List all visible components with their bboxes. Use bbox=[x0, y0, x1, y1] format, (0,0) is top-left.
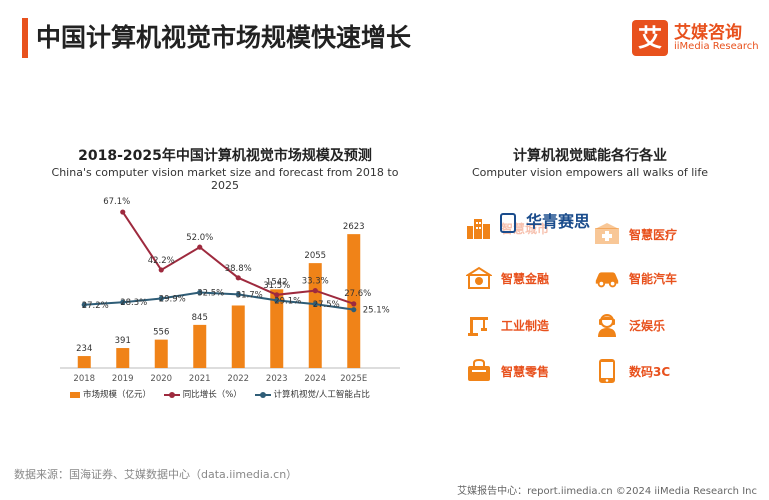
x-tick-label-2018: 2018 bbox=[73, 374, 95, 384]
legend-item-market-size: 市场规模（亿元） bbox=[70, 388, 151, 400]
footer-credit: 艾媒报告中心：report.iimedia.cn ©2024 iiMedia R… bbox=[457, 486, 757, 497]
legend-item-share: 计算机视觉/人工智能占比 bbox=[254, 388, 370, 400]
industry-label: 智慧零售 bbox=[501, 364, 550, 379]
data-source: 数据来源：国海证券、艾媒数据中心（data.iimedia.cn） bbox=[14, 468, 298, 481]
market-size-chart: 234 2018 391 2019 556 2020 845 2021 2022 1542 2023… bbox=[60, 197, 400, 384]
logo-mark: 艾 bbox=[632, 20, 668, 56]
industry-label: 智慧金融 bbox=[501, 271, 550, 286]
growth-label-2025E: 27.6% bbox=[344, 289, 371, 299]
share-label-2023: 29.1% bbox=[274, 296, 301, 306]
car-icon bbox=[593, 264, 621, 292]
bar-2024 bbox=[308, 263, 322, 368]
share-point-2023 bbox=[274, 297, 280, 303]
industry-label: 数码3C bbox=[629, 364, 671, 379]
watermark: 华青赛思 bbox=[500, 208, 590, 233]
bar-2020 bbox=[154, 339, 168, 368]
city-icon bbox=[465, 214, 493, 242]
bar-label-2023: 1542 bbox=[266, 277, 288, 287]
share-line bbox=[84, 291, 354, 311]
share-label-2019: 28.3% bbox=[120, 298, 147, 308]
bar-2022 bbox=[231, 305, 245, 368]
x-tick-label-2021: 2021 bbox=[189, 374, 211, 384]
industry-smart-retail: 智慧零售 bbox=[465, 357, 549, 385]
growth-point-2025E bbox=[351, 301, 357, 307]
chart-subtitle: China's computer vision market size and … bbox=[51, 166, 399, 192]
bar-label-2018: 234 bbox=[76, 344, 92, 354]
bar-label-2024: 2055 bbox=[304, 251, 326, 261]
hospital-icon bbox=[593, 220, 621, 248]
share-point-2018 bbox=[81, 302, 87, 308]
industry-smart-medical: 智慧医疗 bbox=[593, 220, 677, 248]
share-point-2022 bbox=[235, 291, 241, 297]
brand-logo: 艾 艾媒咨询 iiMedia Research bbox=[632, 16, 762, 60]
chart-legend: 市场规模（亿元） 同比增长（%） 计算机视觉/人工智能占比 bbox=[70, 388, 430, 400]
bar-label-2025E: 2623 bbox=[343, 222, 365, 232]
bar-2021 bbox=[193, 324, 207, 368]
x-tick-label-2024: 2024 bbox=[304, 374, 326, 384]
x-tick-label-2023: 2023 bbox=[266, 374, 288, 384]
x-tick-label-2019: 2019 bbox=[112, 374, 134, 384]
x-tick-label-2022: 2022 bbox=[227, 374, 249, 384]
growth-point-2023 bbox=[274, 292, 280, 298]
share-label-2021: 32.5% bbox=[197, 288, 224, 298]
finance-icon bbox=[465, 264, 493, 292]
growth-point-2021 bbox=[197, 244, 203, 250]
industry-label: 工业制造 bbox=[501, 318, 550, 333]
growth-point-2020 bbox=[158, 267, 164, 273]
bar-2018 bbox=[77, 356, 91, 368]
industry-manufacturing: 工业制造 bbox=[465, 311, 549, 339]
industry-label: 泛娱乐 bbox=[629, 318, 666, 333]
share-point-2020 bbox=[158, 295, 164, 302]
growth-point-2022 bbox=[235, 275, 241, 281]
bar-label-2019: 391 bbox=[115, 336, 131, 346]
phone-icon bbox=[593, 357, 621, 385]
share-point-2019 bbox=[120, 299, 126, 305]
factory-icon bbox=[465, 311, 493, 339]
growth-label-2024: 33.3% bbox=[302, 277, 329, 287]
retail-icon bbox=[465, 357, 493, 385]
industry-label: 智慧医疗 bbox=[629, 227, 678, 242]
bar-2025E bbox=[347, 234, 361, 368]
bar-2019 bbox=[116, 348, 130, 368]
x-tick-label-2025E: 2025E bbox=[340, 374, 367, 384]
growth-label-2019: 67.1% bbox=[103, 197, 130, 207]
chart-title: 2018-2025年中国计算机视觉市场规模及预测 bbox=[78, 148, 372, 164]
share-point-2024 bbox=[312, 301, 318, 307]
watermark-icon bbox=[500, 212, 516, 233]
industry-smart-finance: 智慧金融 bbox=[465, 264, 549, 292]
industries-title: 计算机视觉赋能各行各业 bbox=[513, 148, 667, 164]
growth-label-2020: 42.2% bbox=[148, 256, 175, 266]
industry-entertainment: 泛娱乐 bbox=[593, 311, 665, 339]
share-label-2018: 27.2% bbox=[82, 301, 109, 311]
share-point-2025E bbox=[351, 307, 357, 313]
share-label-2025E: 25.1% bbox=[363, 306, 390, 316]
logo-name-cn: 艾媒咨询 bbox=[674, 23, 742, 43]
growth-label-2023: 31.5% bbox=[263, 281, 290, 291]
legend-item-growth: 同比增长（%） bbox=[163, 388, 242, 400]
share-label-2022: 31.7% bbox=[236, 290, 263, 300]
industries-subtitle: Computer vision empowers all walks of li… bbox=[471, 166, 709, 179]
growth-point-2019 bbox=[120, 209, 126, 215]
bar-label-2020: 556 bbox=[153, 328, 169, 338]
title-accent-bar bbox=[22, 18, 28, 58]
bar-label-2021: 845 bbox=[192, 313, 208, 323]
share-label-2024: 27.5% bbox=[313, 300, 340, 310]
logo-name-en: iiMedia Research bbox=[674, 41, 759, 52]
entertainment-icon bbox=[593, 311, 621, 339]
page-title: 中国计算机视觉市场规模快速增长 bbox=[36, 23, 412, 52]
industry-smart-car: 智能汽车 bbox=[593, 264, 677, 292]
share-label-2020: 29.9% bbox=[159, 295, 186, 305]
industry-label: 智能汽车 bbox=[629, 271, 678, 286]
growth-label-2021: 52.0% bbox=[186, 233, 213, 243]
share-point-2021 bbox=[197, 289, 203, 296]
growth-label-2022: 38.8% bbox=[225, 264, 252, 274]
industry-digital-3c: 数码3C bbox=[593, 357, 670, 385]
growth-point-2024 bbox=[312, 288, 318, 294]
x-tick-label-2020: 2020 bbox=[150, 374, 172, 384]
bar-2023 bbox=[270, 289, 284, 368]
